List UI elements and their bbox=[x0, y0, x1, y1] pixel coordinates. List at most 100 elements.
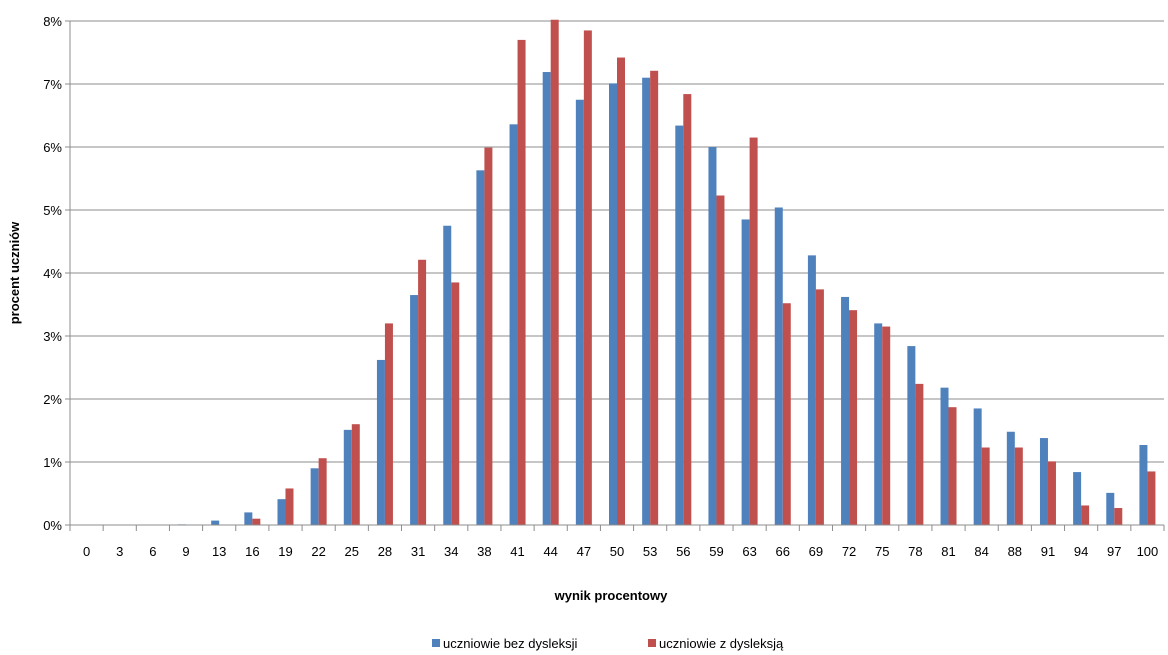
bar-bez-dysleksji-72 bbox=[841, 296, 850, 525]
axes bbox=[65, 20, 1165, 531]
y-tick-label: 5% bbox=[43, 203, 62, 218]
bar-bez-dysleksji-81 bbox=[940, 387, 949, 525]
y-tick-label: 0% bbox=[43, 518, 62, 533]
x-tick-label: 9 bbox=[182, 544, 189, 559]
bar-bez-dysleksji-50 bbox=[609, 83, 617, 526]
y-tick-labels: 0% 1% 2% 3% 4% 5% 6% 7% 8% bbox=[43, 14, 62, 533]
bar-bez-dysleksji-19 bbox=[277, 499, 286, 525]
bar-bez-dysleksji-69 bbox=[807, 255, 816, 526]
bar-z-dysleksja-56 bbox=[683, 94, 692, 525]
bar-bez-dysleksji-13 bbox=[211, 520, 220, 525]
y-axis-title: procent uczniów bbox=[7, 221, 22, 324]
bar-z-dysleksja-38 bbox=[484, 147, 493, 525]
bar-z-dysleksja-91 bbox=[1047, 461, 1056, 525]
bar-z-dysleksja-100 bbox=[1147, 471, 1156, 525]
bar-z-dysleksja-47 bbox=[583, 30, 592, 525]
bar-bez-dysleksji-75 bbox=[874, 323, 883, 525]
bar-z-dysleksja-31 bbox=[418, 259, 427, 525]
x-tick-label: 13 bbox=[212, 544, 226, 559]
x-tick-label: 25 bbox=[345, 544, 359, 559]
x-tick-label: 0 bbox=[83, 544, 90, 559]
bar-bez-dysleksji-66 bbox=[774, 207, 783, 526]
x-tick-label: 38 bbox=[477, 544, 491, 559]
bar-z-dysleksja-69 bbox=[815, 289, 824, 525]
bar-bez-dysleksji-63 bbox=[741, 219, 750, 525]
bar-z-dysleksja-16 bbox=[252, 518, 261, 525]
bar-bez-dysleksji-88 bbox=[1006, 431, 1015, 525]
x-tick-labels: 0 3 6 9 13 16 19 22 25 28 31 34 38 41 44 47 50 53 56 59 63 66… bbox=[83, 544, 1158, 559]
legend-swatch bbox=[432, 639, 440, 647]
bar-bez-dysleksji-78 bbox=[907, 346, 916, 525]
bar-bez-dysleksji-59 bbox=[708, 147, 717, 525]
y-tick-label: 1% bbox=[43, 455, 62, 470]
bar-z-dysleksja-81 bbox=[948, 407, 957, 525]
x-tick-label: 44 bbox=[543, 544, 557, 559]
x-tick-label: 97 bbox=[1107, 544, 1121, 559]
bar-z-dysleksja-97 bbox=[1114, 507, 1123, 525]
bar-bez-dysleksji-84 bbox=[973, 408, 982, 525]
bar-bez-dysleksji-41 bbox=[509, 124, 518, 525]
x-tick-label: 28 bbox=[378, 544, 392, 559]
bar-bez-dysleksji-22 bbox=[310, 468, 319, 525]
bar-z-dysleksja-41 bbox=[517, 39, 526, 526]
bar-bez-dysleksji-28 bbox=[376, 359, 385, 525]
x-tick-label: 6 bbox=[149, 544, 156, 559]
legend-item: uczniowie bez dysleksji bbox=[432, 636, 578, 651]
y-tick-label: 4% bbox=[43, 266, 62, 281]
bar-z-dysleksja-53 bbox=[650, 70, 659, 526]
x-tick-label: 78 bbox=[908, 544, 922, 559]
bar-bez-dysleksji-25 bbox=[343, 429, 352, 525]
x-tick-label: 84 bbox=[974, 544, 988, 559]
bar-z-dysleksja-72 bbox=[849, 310, 858, 525]
bar-z-dysleksja-44 bbox=[550, 19, 559, 526]
x-tick-label: 47 bbox=[577, 544, 591, 559]
bar-bez-dysleksji-56 bbox=[675, 125, 684, 525]
bar-bez-dysleksji-53 bbox=[642, 77, 651, 525]
bar-z-dysleksja-66 bbox=[782, 303, 791, 525]
bar-z-dysleksja-63 bbox=[749, 137, 758, 526]
bar-z-dysleksja-78 bbox=[915, 383, 924, 525]
bar-bez-dysleksji-47 bbox=[575, 99, 584, 525]
y-tick-label: 7% bbox=[43, 77, 62, 92]
bar-z-dysleksja-28 bbox=[384, 323, 393, 525]
bar-z-dysleksja-25 bbox=[351, 424, 360, 525]
bar-bez-dysleksji-94 bbox=[1073, 472, 1082, 525]
x-tick-label: 53 bbox=[643, 544, 657, 559]
x-tick-label: 63 bbox=[742, 544, 756, 559]
bar-z-dysleksja-59 bbox=[716, 195, 725, 525]
y-tick-label: 8% bbox=[43, 14, 62, 29]
x-tick-label: 81 bbox=[941, 544, 955, 559]
y-tick-label: 2% bbox=[43, 392, 62, 407]
x-tick-label: 88 bbox=[1008, 544, 1022, 559]
bar-z-dysleksja-88 bbox=[1014, 447, 1023, 525]
bar-bez-dysleksji-38 bbox=[476, 170, 485, 525]
x-tick-label: 19 bbox=[278, 544, 292, 559]
x-tick-label: 22 bbox=[311, 544, 325, 559]
legend-item: uczniowie z dysleksją bbox=[648, 636, 784, 651]
x-tick-label: 94 bbox=[1074, 544, 1088, 559]
bar-bez-dysleksji-31 bbox=[410, 295, 419, 525]
x-tick-label: 3 bbox=[116, 544, 123, 559]
x-tick-label: 66 bbox=[776, 544, 790, 559]
bar-z-dysleksja-22 bbox=[318, 458, 327, 525]
bar-bez-dysleksji-91 bbox=[1039, 438, 1048, 525]
x-tick-label: 59 bbox=[709, 544, 723, 559]
bar-bez-dysleksji-97 bbox=[1106, 492, 1115, 525]
x-tick-label: 100 bbox=[1137, 544, 1159, 559]
bar-bez-dysleksji-44 bbox=[542, 72, 551, 525]
x-tick-label: 16 bbox=[245, 544, 259, 559]
x-tick-label: 69 bbox=[809, 544, 823, 559]
x-tick-label: 50 bbox=[610, 544, 624, 559]
bar-z-dysleksja-94 bbox=[1081, 505, 1090, 525]
bar-z-dysleksja-75 bbox=[882, 326, 891, 525]
bar-z-dysleksja-34 bbox=[451, 282, 460, 525]
bar-bez-dysleksji-100 bbox=[1139, 444, 1148, 525]
x-tick-label: 34 bbox=[444, 544, 458, 559]
x-tick-label: 75 bbox=[875, 544, 889, 559]
bar-bez-dysleksji-16 bbox=[244, 512, 253, 525]
x-tick-label: 56 bbox=[676, 544, 690, 559]
legend-swatch bbox=[648, 639, 656, 647]
y-tick-label: 3% bbox=[43, 329, 62, 344]
bar-z-dysleksja-50 bbox=[617, 57, 625, 525]
